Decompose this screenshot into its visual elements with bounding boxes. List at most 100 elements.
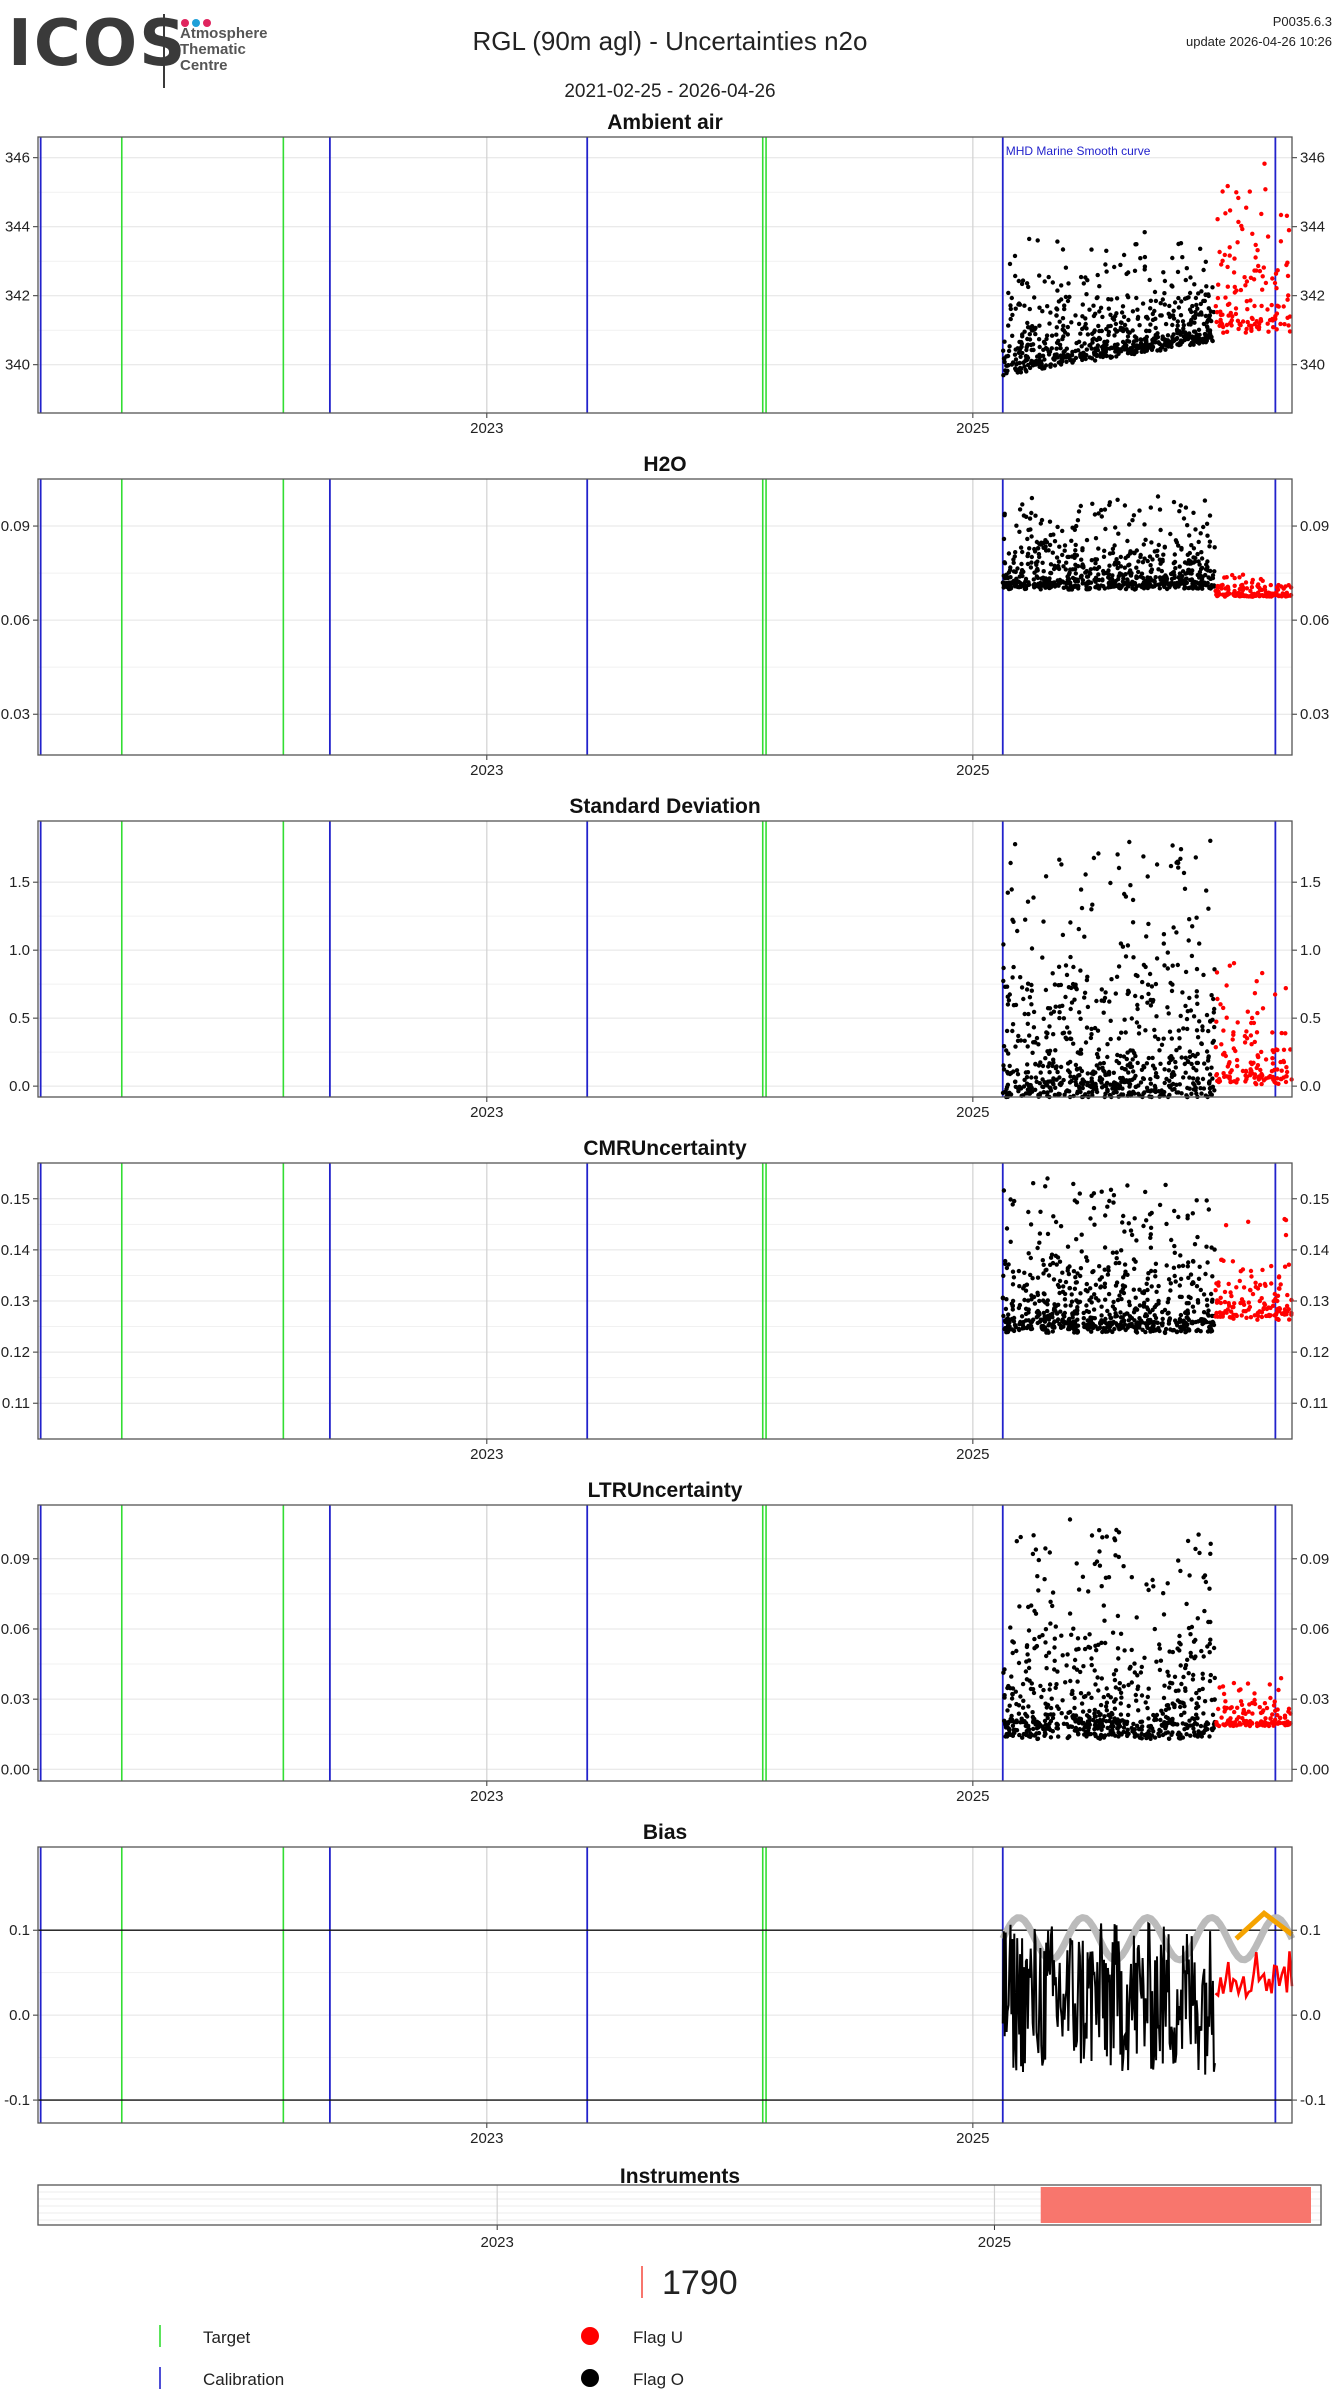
data-point-flag-o: [1198, 574, 1203, 579]
data-point-flag-o: [1165, 1581, 1170, 1586]
data-point-flag-u: [1274, 327, 1279, 332]
data-point-flag-o: [1015, 928, 1020, 934]
y-tick-label: 0.5: [9, 1010, 30, 1027]
data-point-flag-o: [1041, 1262, 1046, 1268]
data-point-flag-o: [1105, 1042, 1110, 1047]
data-point-flag-u: [1266, 329, 1271, 334]
data-point-flag-o: [1124, 327, 1129, 332]
data-point-flag-o: [1049, 346, 1055, 351]
data-point-flag-o: [1188, 275, 1193, 280]
data-point-flag-o: [1043, 874, 1049, 879]
data-point-flag-o: [1151, 1584, 1156, 1589]
data-point-flag-o: [1151, 1729, 1156, 1734]
data-point-flag-o: [1190, 1677, 1196, 1682]
data-point-flag-u: [1245, 307, 1250, 312]
data-point-flag-o: [1111, 1200, 1116, 1205]
data-point-flag-o: [1005, 1092, 1010, 1098]
data-point-flag-u: [1275, 1293, 1281, 1299]
data-point-flag-u: [1230, 314, 1235, 319]
data-point-flag-o: [1178, 1253, 1183, 1258]
data-point-flag-o: [1075, 1050, 1081, 1055]
data-point-flag-u: [1248, 1268, 1254, 1274]
data-point-flag-o: [1026, 527, 1031, 533]
data-point-flag-u: [1273, 1708, 1278, 1714]
data-point-flag-o: [1075, 1679, 1080, 1684]
bias-series-flag-o: [1001, 1921, 1216, 2075]
data-point-flag-o: [1204, 1198, 1209, 1203]
data-point-flag-u: [1253, 255, 1258, 260]
data-point-flag-o: [1063, 294, 1069, 300]
data-point-flag-u: [1214, 970, 1220, 975]
data-point-flag-o: [1054, 332, 1059, 337]
data-point-flag-u: [1231, 961, 1237, 966]
data-point-flag-o: [1063, 1680, 1068, 1685]
data-point-flag-o: [1042, 1577, 1047, 1582]
data-point-flag-u: [1237, 586, 1243, 592]
data-point-flag-u: [1277, 1286, 1282, 1291]
data-point-flag-o: [1026, 1665, 1032, 1671]
data-point-flag-o: [1131, 1257, 1137, 1262]
data-point-flag-o: [1063, 567, 1069, 572]
data-point-flag-o: [1088, 567, 1094, 572]
data-point-flag-o: [1101, 1694, 1107, 1700]
data-point-flag-u: [1286, 1262, 1292, 1267]
data-point-flag-o: [1050, 550, 1056, 555]
data-point-flag-o: [1036, 337, 1042, 342]
data-point-flag-o: [1202, 498, 1208, 503]
data-point-flag-o: [1211, 1010, 1217, 1015]
data-point-flag-u: [1268, 1073, 1273, 1079]
data-point-flag-o: [1201, 1575, 1206, 1580]
data-point-flag-u: [1283, 1031, 1288, 1036]
data-point-flag-u: [1223, 1699, 1228, 1704]
data-point-flag-o: [1017, 1732, 1022, 1738]
data-point-flag-o: [1125, 1311, 1130, 1316]
data-point-flag-o: [1089, 1656, 1094, 1661]
data-point-flag-o: [1004, 1028, 1010, 1034]
data-point-flag-o: [1184, 1016, 1190, 1022]
data-point-flag-o: [1081, 565, 1086, 570]
data-point-flag-o: [1201, 972, 1206, 978]
data-point-flag-o: [1154, 1659, 1159, 1664]
logo-dot: [203, 19, 211, 27]
data-point-flag-o: [1142, 1289, 1147, 1294]
data-point-flag-o: [1054, 325, 1060, 330]
data-point-flag-o: [1010, 1686, 1016, 1691]
data-point-flag-o: [1175, 962, 1181, 968]
data-point-flag-o: [1024, 1282, 1030, 1287]
data-point-flag-u: [1258, 1067, 1263, 1073]
data-point-flag-o: [1135, 1006, 1140, 1012]
data-point-flag-u: [1256, 1054, 1261, 1060]
data-point-flag-o: [1013, 550, 1018, 555]
data-point-flag-o: [1065, 1268, 1070, 1273]
data-point-flag-o: [1014, 576, 1019, 581]
data-point-flag-u: [1286, 1307, 1292, 1312]
data-point-flag-u: [1276, 1687, 1281, 1693]
data-point-flag-o: [1207, 1072, 1213, 1077]
data-point-flag-o: [1115, 565, 1120, 571]
data-point-flag-o: [1210, 1274, 1215, 1279]
data-point-flag-o: [1088, 342, 1093, 348]
data-point-flag-o: [1121, 1725, 1127, 1730]
data-point-flag-o: [1159, 313, 1164, 318]
data-point-flag-o: [1167, 1685, 1172, 1690]
data-point-flag-o: [1072, 984, 1078, 990]
data-point-flag-o: [1104, 248, 1109, 253]
data-point-flag-o: [1067, 1080, 1073, 1085]
data-point-flag-o: [1028, 1320, 1034, 1325]
data-point-flag-o: [1152, 1626, 1158, 1632]
data-point-flag-u: [1249, 1274, 1254, 1279]
panel-frame: [37, 1162, 1293, 1440]
data-point-flag-o: [1029, 1075, 1034, 1080]
data-point-flag-o: [1068, 1678, 1073, 1684]
data-point-flag-o: [1175, 269, 1181, 275]
data-point-flag-u: [1281, 1059, 1287, 1065]
data-point-flag-o: [1175, 1698, 1181, 1703]
data-point-flag-o: [1170, 1718, 1175, 1724]
data-point-flag-o: [1014, 362, 1019, 367]
data-point-flag-o: [1145, 1705, 1150, 1711]
data-point-flag-o: [1196, 1532, 1201, 1537]
data-point-flag-o: [1178, 1325, 1183, 1330]
y-tick-label-right: 0.15: [1300, 1191, 1329, 1208]
data-point-flag-o: [1057, 1278, 1063, 1284]
data-point-flag-o: [1084, 1303, 1089, 1308]
